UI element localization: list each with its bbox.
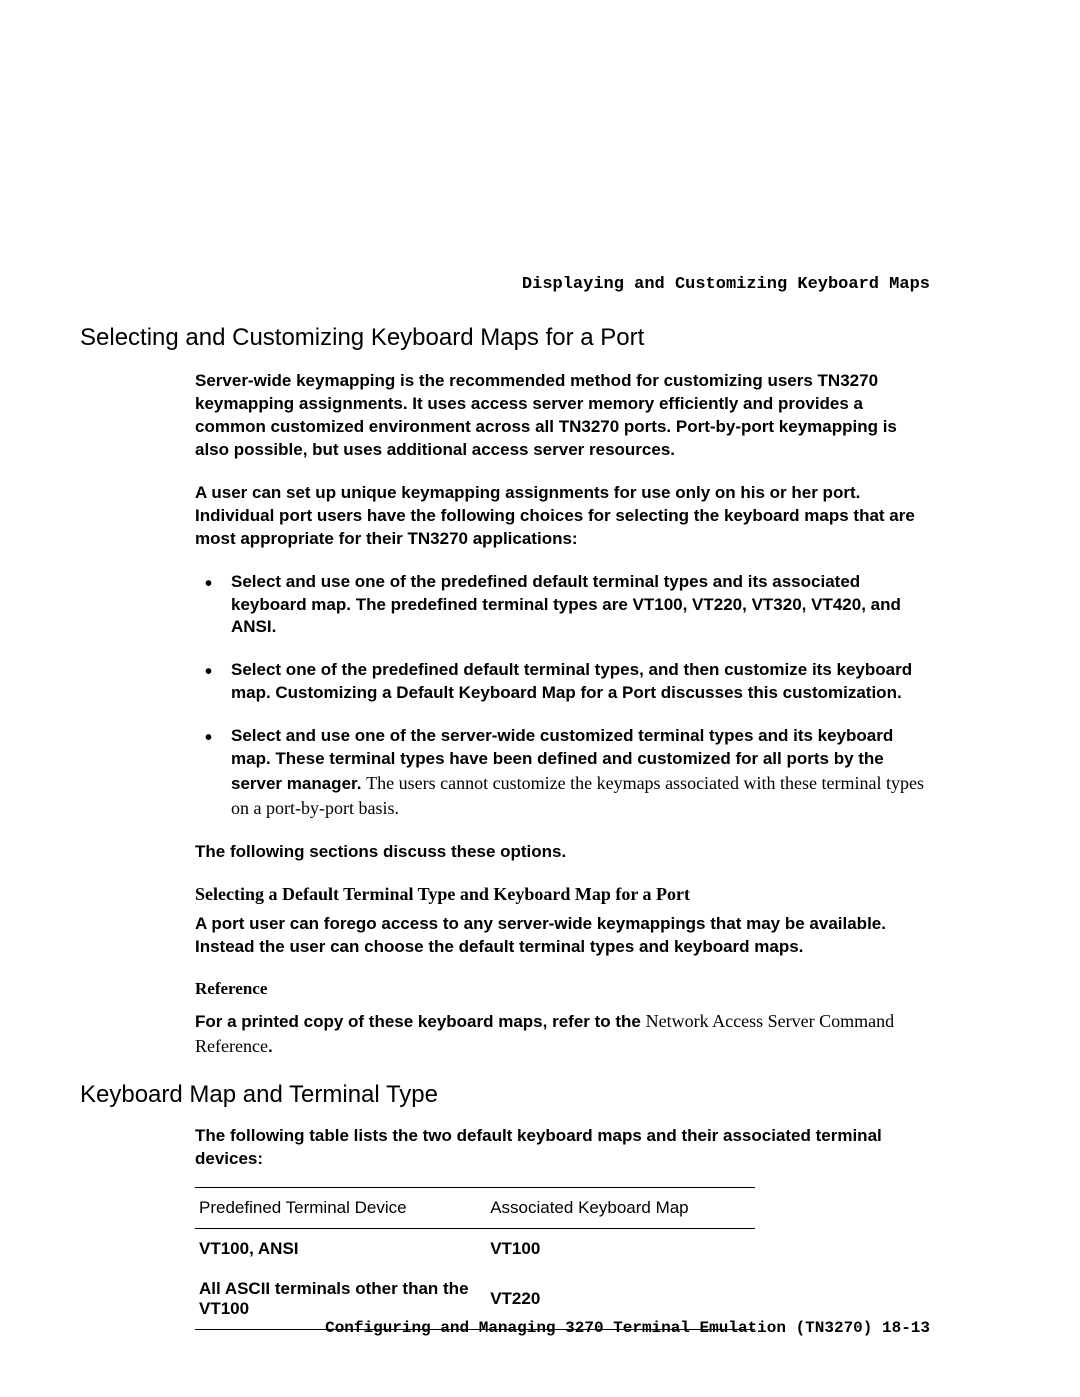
para-options-summary: The following sections discuss these opt…	[195, 841, 930, 864]
reference-text: For a printed copy of these keyboard map…	[195, 1009, 930, 1059]
table-cell: VT100	[486, 1228, 755, 1269]
table-header-cell: Predefined Terminal Device	[195, 1187, 486, 1228]
subheading-selecting-default: Selecting a Default Terminal Type and Ke…	[195, 884, 930, 905]
list-item: Select and use one of the server-wide cu…	[195, 725, 930, 821]
para-port-user: A port user can forego access to any ser…	[195, 913, 930, 959]
section2-body: The following table lists the two defaul…	[195, 1125, 930, 1171]
table-header-cell: Associated Keyboard Map	[486, 1187, 755, 1228]
reference-lead: For a printed copy of these keyboard map…	[195, 1012, 641, 1031]
page-footer: Configuring and Managing 3270 Terminal E…	[325, 1319, 930, 1337]
para-intro-1: Server-wide keymapping is the recommende…	[195, 370, 930, 462]
reference-label: Reference	[195, 979, 930, 999]
reference-period: .	[268, 1037, 273, 1056]
section1-body: Server-wide keymapping is the recommende…	[195, 370, 930, 1059]
options-list: Select and use one of the predefined def…	[195, 571, 930, 821]
keyboard-map-table: Predefined Terminal Device Associated Ke…	[195, 1187, 755, 1330]
list-item: Select and use one of the predefined def…	[195, 571, 930, 640]
page-header: Displaying and Customizing Keyboard Maps	[85, 275, 950, 294]
document-page: Displaying and Customizing Keyboard Maps…	[0, 0, 1080, 1397]
para-intro-2: A user can set up unique keymapping assi…	[195, 482, 930, 551]
section-heading-2: Keyboard Map and Terminal Type	[80, 1081, 950, 1109]
list-item: Select one of the predefined default ter…	[195, 659, 930, 705]
para-table-intro: The following table lists the two defaul…	[195, 1125, 930, 1171]
section-heading-1: Selecting and Customizing Keyboard Maps …	[80, 324, 950, 352]
table-row: VT100, ANSI VT100	[195, 1228, 755, 1269]
table-cell: VT100, ANSI	[195, 1228, 486, 1269]
table-header-row: Predefined Terminal Device Associated Ke…	[195, 1187, 755, 1228]
